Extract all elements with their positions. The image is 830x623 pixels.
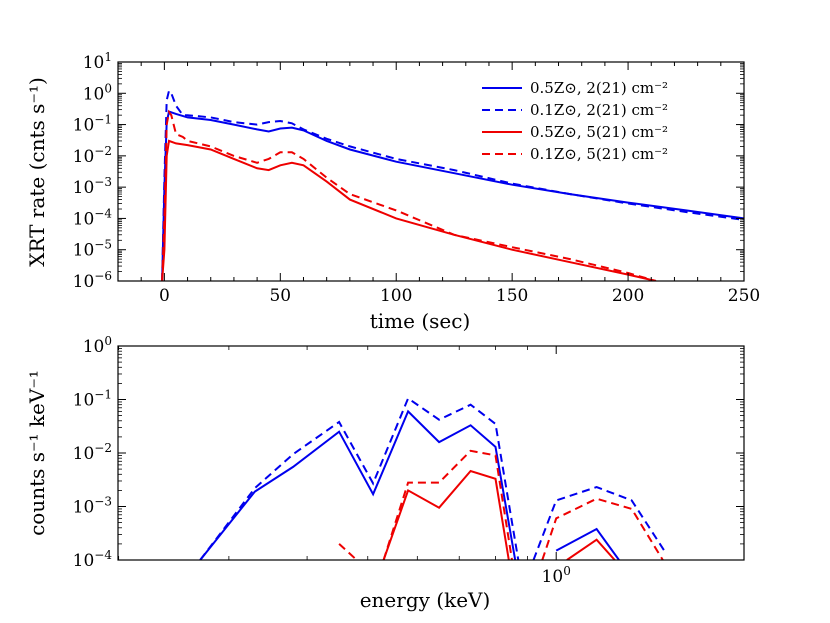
energy-series-red-dashed-nh5-seg0 (338, 543, 358, 560)
legend-label-blue-solid-nh2: 0.5Z⊙, 2(21) cm⁻² (530, 79, 668, 97)
rate-tick-label: 100 (83, 81, 112, 104)
time-tick-label: 100 (380, 286, 412, 306)
energy-tick-label: 100 (542, 564, 571, 587)
energy-series-blue-dashed-nh2-seg0 (199, 396, 520, 560)
rate-tick-label: 10−3 (73, 175, 112, 198)
legend-label-red-dashed-nh5: 0.1Z⊙, 5(21) cm⁻² (530, 145, 668, 163)
time-series-red-solid-nh5 (161, 139, 657, 281)
legend-label-red-solid-nh5: 0.5Z⊙, 5(21) cm⁻² (530, 123, 668, 141)
rate-tick-label: 10−5 (73, 238, 112, 261)
rate-tick-label: 10−1 (73, 113, 112, 136)
energy-series-blue-dashed-nh2-seg1 (532, 486, 668, 560)
counts-tick-label: 100 (83, 334, 112, 357)
counts-tick-label: 10−1 (73, 388, 112, 411)
time-axis-label: time (sec) (370, 309, 471, 333)
rate-tick-label: 10−2 (73, 144, 112, 167)
energy-series-red-solid-nh5-seg1 (566, 538, 616, 560)
energy-panel-frame (117, 345, 745, 561)
time-tick-label: 250 (728, 286, 760, 306)
energy-series-blue-solid-nh2-seg1 (555, 527, 620, 560)
counts-axis-label: counts s⁻¹ keV⁻¹ (25, 370, 49, 536)
time-series-blue-dashed-nh2 (161, 88, 744, 281)
energy-axis-label: energy (keV) (360, 588, 491, 612)
time-panel-ticks: 0 50 100 150 200 250 101 100 10−1 10−2 10−3 10−4 10−… (73, 50, 761, 306)
time-tick-label: 150 (496, 286, 528, 306)
time-series-red-dashed-nh5 (161, 109, 657, 281)
time-series-lines (161, 88, 744, 281)
energy-series-red-dashed-nh5-seg2 (541, 497, 664, 560)
energy-series-blue-solid-nh2-seg0 (199, 409, 517, 560)
rate-tick-label: 101 (83, 50, 112, 73)
counts-tick-label: 10−2 (73, 441, 112, 464)
rate-tick-label: 10−4 (73, 206, 113, 229)
legend: 0.5Z⊙, 2(21) cm⁻² 0.1Z⊙, 2(21) cm⁻² 0.5Z⊙,… (482, 79, 668, 163)
counts-tick-label: 10−3 (73, 495, 112, 518)
time-tick-label: 0 (159, 286, 170, 306)
counts-tick-label: 10−4 (73, 548, 113, 571)
energy-panel-ticks: 100 10−1 10−2 10−3 10−4 100 (73, 334, 744, 587)
rate-axis-label: XRT rate (cnts s⁻¹) (25, 77, 49, 267)
rate-tick-label: 10−6 (73, 269, 112, 292)
energy-series-red-dashed-nh5-seg1 (382, 449, 513, 560)
time-tick-label: 200 (612, 286, 644, 306)
energy-series-lines (199, 396, 668, 560)
energy-series-red-solid-nh5-seg0 (382, 469, 510, 560)
time-tick-label: 50 (269, 286, 291, 306)
energy-panel: 100 10−1 10−2 10−3 10−4 100 energy (keV) coun… (25, 334, 745, 612)
time-panel-frame (117, 61, 745, 282)
legend-label-blue-dashed-nh2: 0.1Z⊙, 2(21) cm⁻² (530, 101, 668, 119)
time-panel: 0 50 100 150 200 250 101 100 10−1 10−2 10−3 10−4 10−… (25, 50, 760, 333)
